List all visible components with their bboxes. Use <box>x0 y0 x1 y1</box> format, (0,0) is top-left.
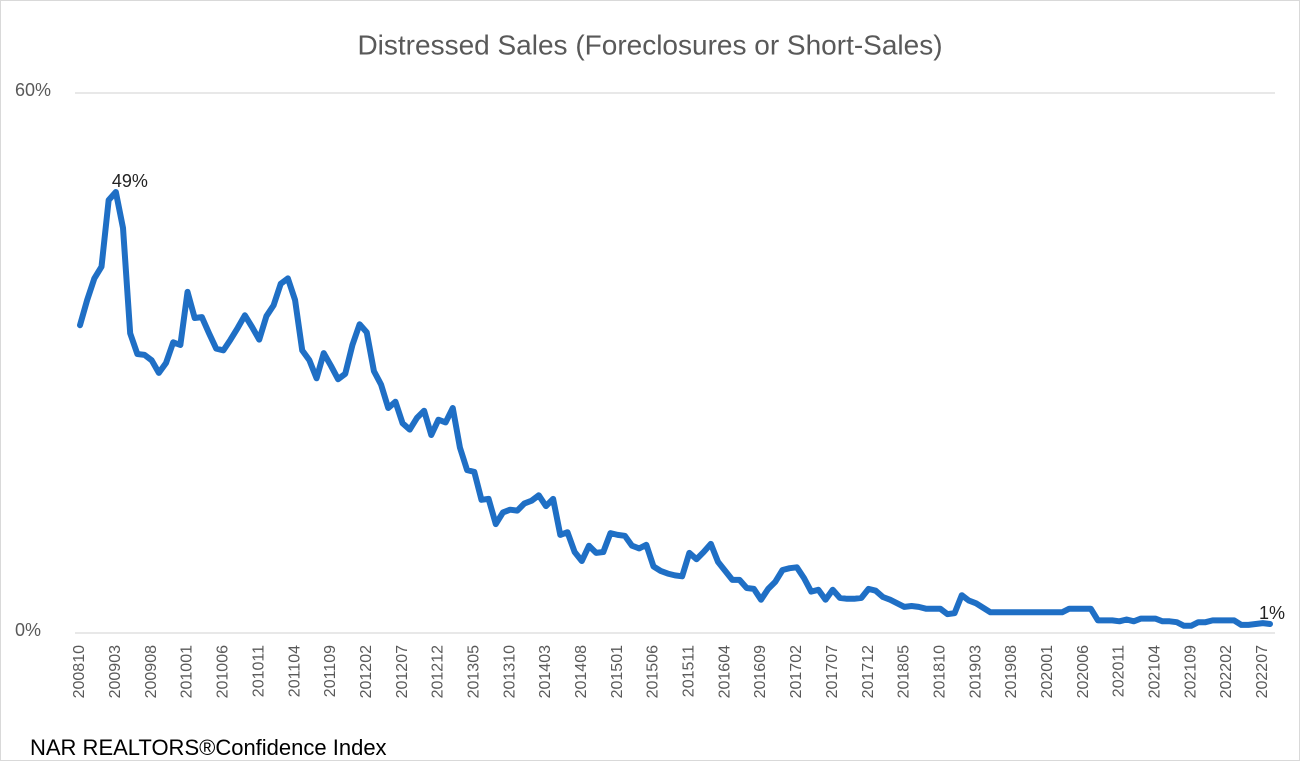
x-tick-label: 201712 <box>860 645 877 698</box>
x-tick-label: 200903 <box>107 645 124 698</box>
x-tick-label: 201511 <box>681 645 698 697</box>
x-tick-label: 201006 <box>215 645 232 698</box>
x-tick-label: 201501 <box>609 645 626 698</box>
x-tick-label: 201403 <box>537 645 554 698</box>
x-tick-label: 201604 <box>716 645 733 698</box>
y-tick-label: 60% <box>15 80 51 100</box>
x-tick-label: 201506 <box>645 645 662 698</box>
source-note: NAR REALTORS®Confidence Index <box>30 735 387 760</box>
x-tick-label: 201212 <box>430 645 447 698</box>
y-tick-label: 0% <box>15 620 41 640</box>
x-tick-label: 201408 <box>573 645 590 698</box>
x-tick-label: 202011 <box>1111 645 1128 697</box>
x-tick-label: 200908 <box>143 645 160 698</box>
x-tick-label: 201305 <box>465 645 482 698</box>
x-tick-label: 202207 <box>1254 645 1271 698</box>
x-tick-label: 201805 <box>896 645 913 698</box>
x-tick-label: 201810 <box>931 645 948 698</box>
x-tick-label: 202202 <box>1218 645 1235 698</box>
data-label: 1% <box>1259 603 1285 623</box>
x-tick-label: 201011 <box>250 645 267 697</box>
x-tick-label: 202001 <box>1039 645 1056 698</box>
x-tick-label: 201104 <box>286 645 303 697</box>
x-tick-label: 201001 <box>179 645 196 698</box>
x-tick-label: 201908 <box>1003 645 1020 698</box>
x-tick-label: 200810 <box>71 645 88 698</box>
data-line <box>77 189 1273 629</box>
chart-title: Distressed Sales (Foreclosures or Short-… <box>357 29 942 60</box>
x-tick-label: 201207 <box>394 645 411 698</box>
x-tick-label: 202109 <box>1182 645 1199 698</box>
x-tick-label: 202104 <box>1147 645 1164 698</box>
x-tick-label: 202006 <box>1075 645 1092 698</box>
x-tick-label: 201202 <box>358 645 375 698</box>
x-tick-label: 201109 <box>322 645 339 697</box>
x-tick-label: 201903 <box>967 645 984 698</box>
x-tick-label: 201609 <box>752 645 769 698</box>
data-label: 49% <box>112 171 148 191</box>
x-tick-label: 201707 <box>824 645 841 698</box>
x-tick-label: 201310 <box>501 645 518 698</box>
x-tick-label: 201702 <box>788 645 805 698</box>
